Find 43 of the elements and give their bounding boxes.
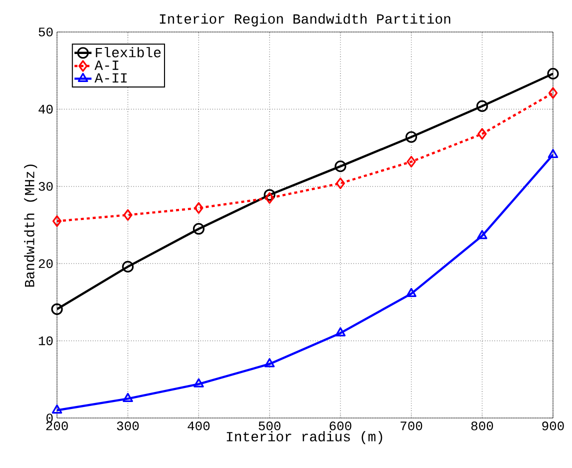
- y-axis-title: Bandwidth (MHz): [24, 164, 38, 287]
- point: [194, 202, 204, 214]
- point: [548, 148, 558, 158]
- point: [336, 178, 345, 190]
- point: [264, 358, 275, 368]
- point: [548, 87, 558, 99]
- point: [122, 392, 133, 402]
- point: [52, 215, 62, 227]
- point: [477, 230, 488, 240]
- legend-label: A-II: [94, 73, 127, 83]
- x-tick-label: 500: [258, 422, 280, 430]
- point: [192, 223, 205, 235]
- point: [406, 288, 416, 298]
- point: [406, 156, 416, 168]
- x-tick-label: 300: [117, 422, 139, 430]
- point: [478, 128, 487, 140]
- y-tick-label: 20: [38, 259, 53, 268]
- x-tick-label: 400: [188, 422, 210, 430]
- y-tick-label: 50: [38, 28, 53, 36]
- y-tick-label: 40: [38, 104, 53, 114]
- legend-label: A-I: [94, 60, 118, 70]
- point: [476, 100, 488, 112]
- point: [123, 209, 132, 221]
- point: [405, 131, 418, 143]
- point: [265, 192, 274, 204]
- y-tick-label: 10: [38, 336, 53, 346]
- point: [122, 260, 134, 272]
- point: [52, 404, 62, 414]
- point: [335, 327, 346, 336]
- point: [51, 303, 63, 315]
- x-tick-label: 600: [330, 422, 352, 430]
- x-tick-label: 800: [471, 422, 493, 430]
- legend-label: Flexible: [96, 47, 161, 58]
- chart-title: Interior Region Bandwidth Partition: [160, 14, 450, 27]
- point: [547, 68, 559, 80]
- x-tick-label: 200: [46, 422, 68, 430]
- x-tick-label: 700: [400, 422, 422, 430]
- x-axis-title: Interior radius (m): [226, 431, 382, 444]
- point: [264, 189, 276, 201]
- point: [194, 378, 204, 388]
- point: [334, 160, 346, 172]
- y-tick-label: 30: [38, 182, 53, 191]
- x-tick-label: 900: [542, 422, 564, 430]
